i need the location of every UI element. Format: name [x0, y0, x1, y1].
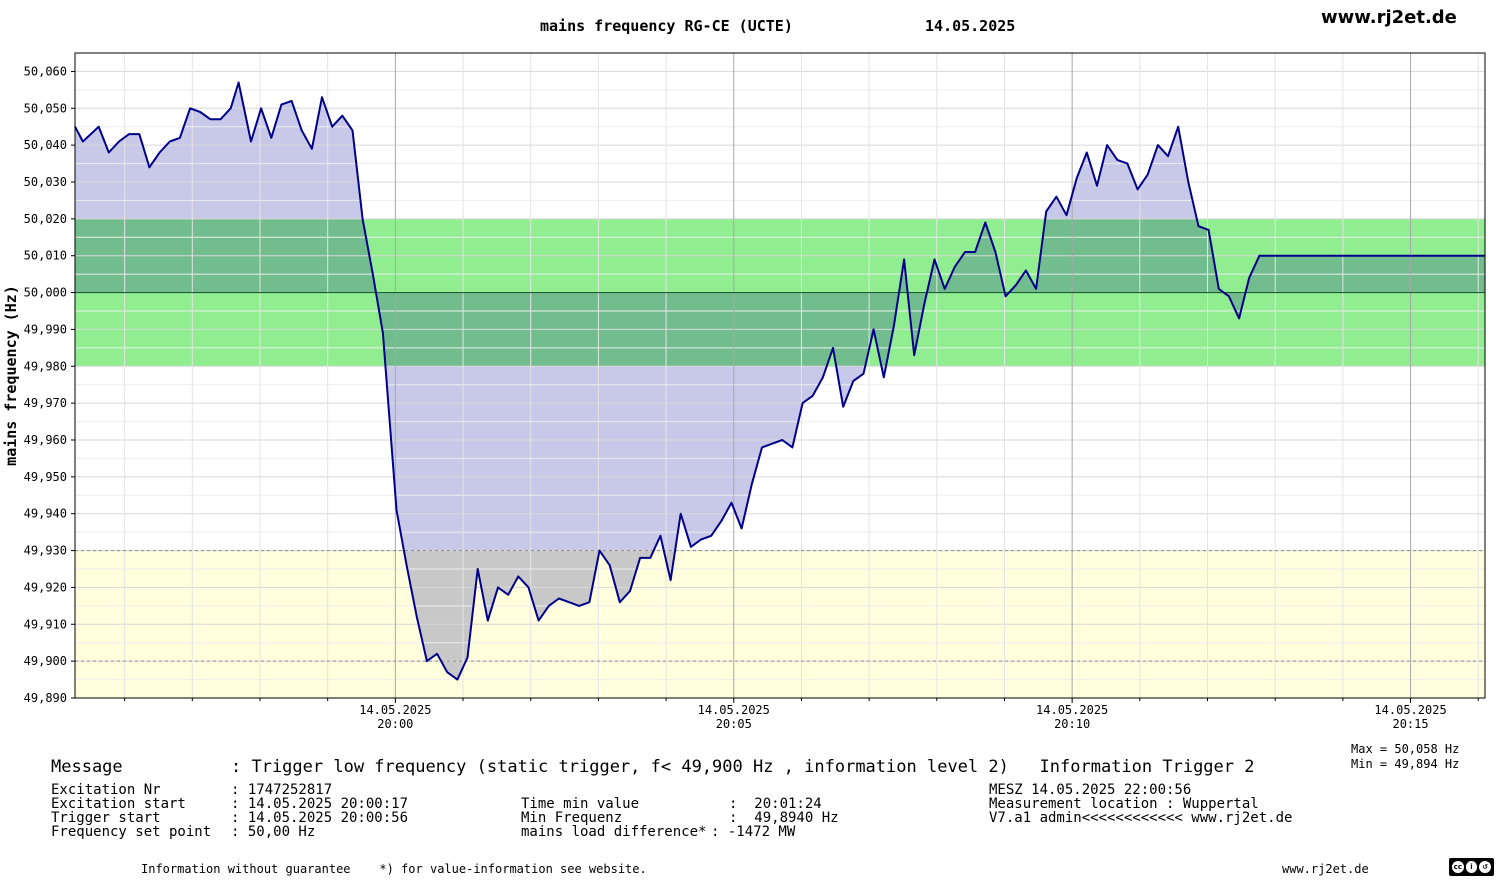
info-line: V7.a1 admin<<<<<<<<<<<< www.rj2et.de: [989, 810, 1293, 826]
min-value: Min = 49,894 Hz: [1351, 757, 1460, 771]
y-tick-label: 49,970: [24, 396, 67, 410]
site-link-top[interactable]: www.rj2et.de: [1321, 7, 1457, 28]
info-line: Measurement location : Wuppertal: [989, 796, 1259, 812]
info-line: MESZ 14.05.2025 22:00:56: [989, 782, 1192, 798]
plot-frame: [74, 52, 1486, 699]
y-tick-label: 49,900: [24, 654, 67, 668]
y-tick-label: 50,060: [24, 64, 67, 78]
y-tick-label: 50,050: [24, 101, 67, 115]
x-tick-date-label: 14.05.2025: [1374, 703, 1446, 717]
info-value: : 14.05.2025 20:00:56: [231, 810, 409, 826]
message-label: Message: [51, 757, 123, 777]
info-value: : 20:01:24: [729, 796, 822, 812]
y-tick-label: 49,910: [24, 617, 67, 631]
info-label: Frequency set point: [51, 824, 212, 840]
y-tick-label: 49,950: [24, 470, 67, 484]
info-value: : 14.05.2025 20:00:17: [231, 796, 409, 812]
info-value: : 50,00 Hz: [231, 824, 316, 840]
y-tick-label: 49,930: [24, 544, 67, 558]
message-text: : Trigger low frequency (static trigger,…: [231, 757, 1255, 777]
y-tick-label: 49,890: [24, 691, 67, 705]
info-label: Time min value: [521, 796, 640, 812]
y-tick-label: 50,040: [24, 138, 67, 152]
x-tick-date-label: 14.05.2025: [698, 703, 770, 717]
y-tick-label: 49,980: [24, 359, 67, 373]
info-value: : -1472 MW: [711, 824, 796, 840]
x-tick-date-label: 14.05.2025: [1036, 703, 1108, 717]
info-label: Excitation start: [51, 796, 186, 812]
max-value: Max = 50,058 Hz: [1351, 742, 1460, 756]
x-tick-time-label: 20:00: [377, 717, 413, 731]
y-tick-label: 50,010: [24, 249, 67, 263]
y-tick-label: 50,030: [24, 175, 67, 189]
x-tick-time-label: 20:15: [1392, 717, 1428, 731]
info-label: mains load difference*: [521, 824, 707, 840]
y-tick-label: 50,020: [24, 212, 67, 226]
info-value: : 49,8940 Hz: [729, 810, 839, 826]
info-value: : 1747252817: [231, 782, 333, 798]
info-label: Trigger start: [51, 810, 161, 826]
y-tick-label: 50,000: [24, 286, 67, 300]
site-link-bottom[interactable]: www.rj2et.de: [1282, 862, 1369, 876]
chart-title: mains frequency RG-CE (UCTE): [540, 17, 793, 35]
y-tick-label: 49,940: [24, 507, 67, 521]
y-tick-label: 49,960: [24, 433, 67, 447]
cc-by-sa-icon[interactable]: cc i ↺: [1449, 858, 1494, 876]
x-tick-time-label: 20:05: [716, 717, 752, 731]
info-label: Excitation Nr: [51, 782, 161, 798]
info-label: Min Frequenz: [521, 810, 623, 826]
y-tick-label: 49,920: [24, 580, 67, 594]
chart-date: 14.05.2025: [925, 17, 1016, 35]
x-tick-time-label: 20:10: [1054, 717, 1090, 731]
y-tick-label: 49,990: [24, 322, 67, 336]
x-tick-date-label: 14.05.2025: [359, 703, 431, 717]
frequency-line: [74, 81, 1485, 681]
disclaimer: Information without guarantee *) for val…: [141, 862, 647, 876]
y-axis-label: mains frequency (Hz): [2, 285, 20, 466]
